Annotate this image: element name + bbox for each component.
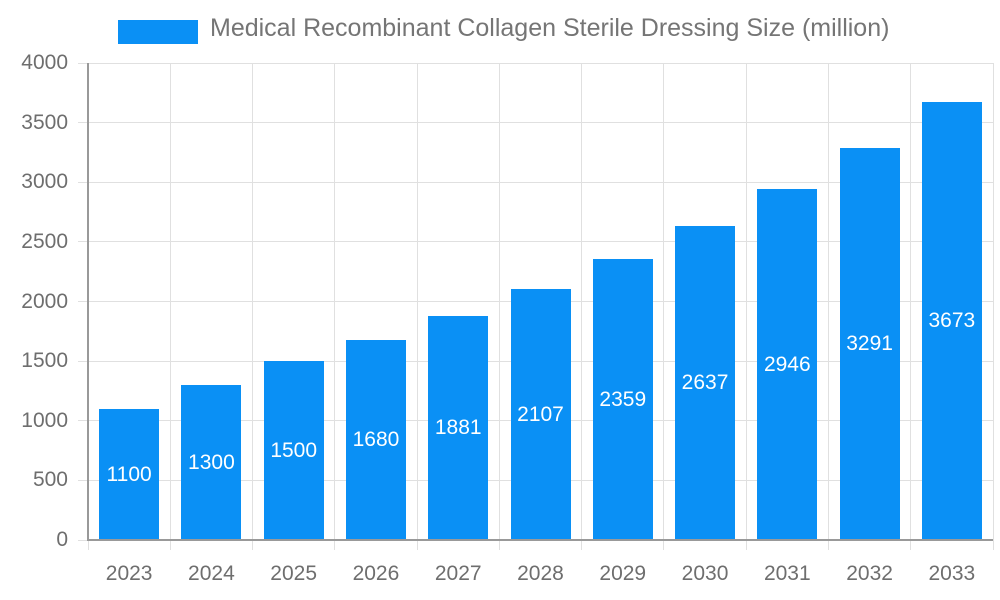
bar-2029[interactable] (592, 259, 653, 540)
gridline-horizontal (88, 62, 993, 64)
x-axis-tick (827, 540, 829, 550)
y-axis-tick (78, 479, 88, 481)
gridline-vertical (334, 63, 336, 540)
x-axis-category-label: 2028 (517, 562, 564, 585)
bar-value-label: 2637 (681, 371, 729, 394)
y-axis-tick-label: 0 (56, 528, 68, 551)
y-axis-tick-label: 4000 (21, 51, 68, 74)
x-axis-tick (416, 540, 418, 550)
x-axis-tick (87, 540, 89, 550)
y-axis-tick (78, 539, 88, 541)
gridline-vertical (252, 63, 254, 540)
x-axis-category-label: 2024 (188, 562, 235, 585)
bar-value-label: 2946 (763, 352, 811, 376)
x-axis-line (87, 539, 993, 541)
gridline-vertical (827, 63, 829, 540)
bar-value-label: 2107 (517, 402, 564, 426)
bar-value-label: 2359 (599, 387, 647, 411)
y-axis-tick-label: 3000 (21, 170, 68, 194)
y-axis-tick (78, 181, 88, 183)
y-axis-tick (78, 62, 88, 64)
y-axis-tick-label: 2500 (21, 229, 68, 253)
y-axis-tick (78, 420, 88, 422)
bar-value-label: 1881 (434, 416, 482, 439)
x-axis-category-label: 2033 (928, 562, 976, 585)
gridline-vertical (498, 63, 500, 540)
x-axis-tick (910, 540, 912, 550)
bar-2027[interactable] (428, 316, 489, 540)
x-axis-tick (498, 540, 500, 550)
bar-2032[interactable] (839, 148, 900, 540)
bar-value-label: 3673 (928, 309, 976, 332)
bar-value-label: 1680 (352, 428, 400, 451)
legend-label: Medical Recombinant Collagen Sterile Dre… (210, 14, 890, 42)
bar-value-label: 1100 (106, 462, 152, 486)
x-axis-category-label: 2032 (846, 562, 893, 585)
bar-2028[interactable] (510, 289, 571, 540)
y-axis-tick (78, 122, 88, 124)
y-axis-tick-label: 500 (32, 468, 68, 492)
y-axis-tick-label: 2000 (21, 289, 68, 313)
x-axis-tick (334, 540, 336, 550)
bar-2026[interactable] (345, 340, 406, 540)
gridline-vertical (169, 63, 171, 540)
x-axis-category-label: 2026 (352, 562, 400, 585)
y-axis-line (87, 63, 89, 540)
y-axis-tick-label: 3500 (21, 110, 68, 134)
bar-2030[interactable] (675, 226, 736, 540)
gridline-horizontal (88, 241, 993, 243)
x-axis-category-label: 2029 (599, 562, 647, 585)
x-axis-tick (992, 540, 994, 550)
x-axis-category-label: 2023 (105, 562, 153, 585)
x-axis-category-label: 2030 (681, 562, 729, 585)
y-axis-tick (78, 360, 88, 362)
gridline-vertical (910, 63, 912, 540)
bar-2023[interactable] (99, 409, 160, 540)
gridline-horizontal (88, 181, 993, 183)
y-axis-tick (78, 241, 88, 243)
bar-value-label: 3291 (846, 332, 893, 355)
gridline-vertical (992, 63, 994, 540)
x-axis-tick (169, 540, 171, 550)
x-axis-category-label: 2027 (434, 562, 482, 585)
bar-2031[interactable] (757, 189, 818, 540)
x-axis-category-label: 2025 (270, 562, 318, 585)
gridline-vertical (663, 63, 665, 540)
x-axis-tick (745, 540, 747, 550)
bar-value-label: 1300 (188, 450, 235, 474)
gridline-horizontal (88, 122, 993, 124)
legend-swatch (118, 20, 198, 44)
x-axis-tick (252, 540, 254, 550)
bar-value-label: 1500 (270, 438, 318, 462)
y-axis-tick-label: 1000 (21, 408, 68, 432)
bar-2024[interactable] (181, 385, 242, 540)
x-axis-tick (663, 540, 665, 550)
y-axis-tick-label: 1500 (21, 349, 68, 373)
y-axis-tick (78, 301, 88, 302)
bar-2025[interactable] (263, 361, 324, 540)
gridline-vertical (745, 63, 747, 540)
x-axis-category-label: 2031 (763, 562, 811, 585)
gridline-vertical (416, 63, 418, 540)
bar-2033[interactable] (921, 102, 982, 540)
gridline-vertical (581, 63, 583, 540)
x-axis-tick (581, 540, 583, 550)
